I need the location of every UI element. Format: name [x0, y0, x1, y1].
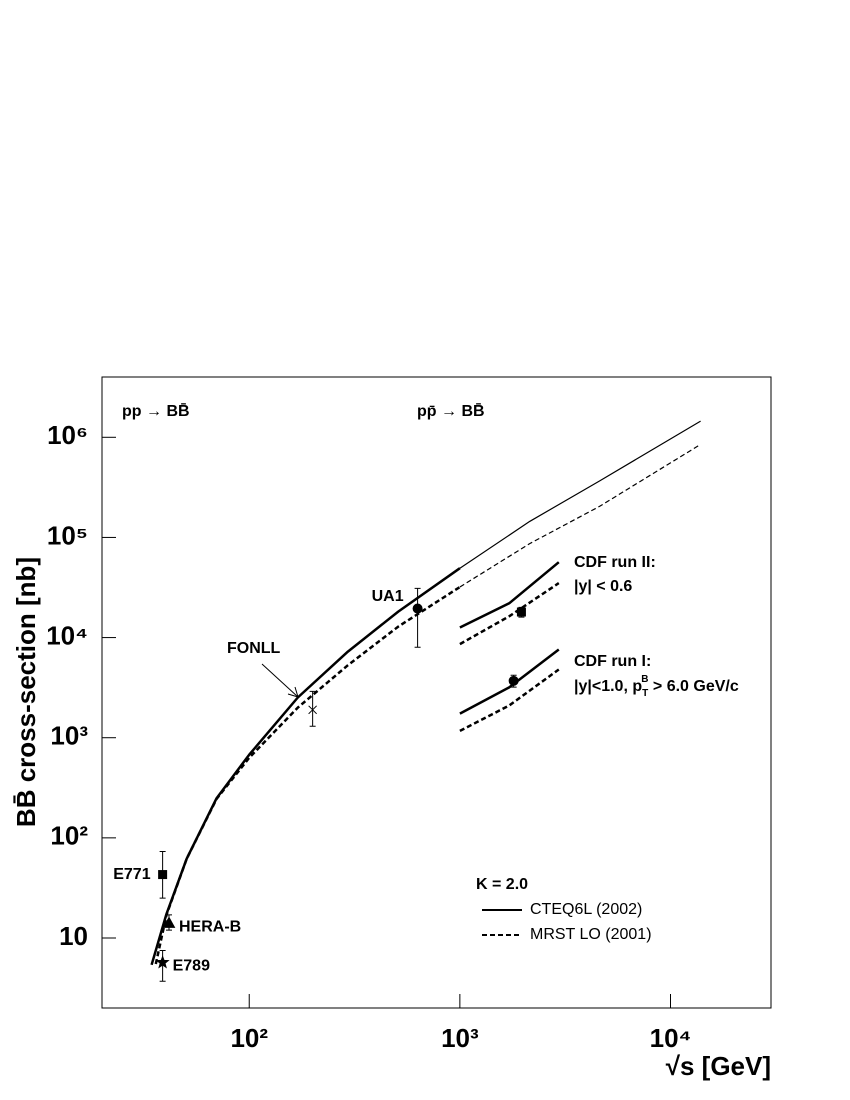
legend-label: MRST LO (2001) — [530, 926, 652, 943]
marker — [162, 916, 176, 928]
marker — [516, 607, 526, 617]
y-tick-label: 10⁶ — [47, 420, 88, 450]
legend-label: CTEQ6L (2002) — [530, 901, 642, 918]
annotation: CDF run I: — [574, 653, 651, 670]
x-axis-label: √s [GeV] — [666, 1051, 771, 1081]
curve — [459, 561, 560, 629]
point-label: E789 — [173, 958, 210, 975]
curve — [154, 585, 461, 965]
y-axis-label: BB̄ cross-section [nb] — [11, 557, 41, 827]
curve — [459, 582, 560, 646]
y-tick-label: 10³ — [50, 721, 88, 751]
annotation: CDF run II: — [574, 554, 656, 571]
point-label: E771 — [113, 866, 150, 883]
legend-title: K = 2.0 — [476, 876, 528, 893]
annotation-part: > 6.0 GeV/c — [648, 678, 738, 695]
annotation-sup: B — [641, 674, 648, 685]
annotation: FONLL — [227, 640, 281, 657]
y-tick-label: 10² — [50, 821, 88, 851]
x-tick-label: 10⁴ — [650, 1023, 692, 1053]
curve — [459, 668, 560, 733]
y-tick-label: 10⁵ — [47, 520, 88, 550]
arrow — [261, 663, 299, 698]
error-bar — [414, 587, 421, 648]
annotation: pp → BB̄ — [122, 401, 190, 420]
annotation-part: |y|<1.0, p — [574, 678, 642, 695]
marker — [158, 870, 168, 880]
annotation-sub: T — [642, 688, 648, 699]
curve — [459, 443, 701, 588]
marker — [412, 603, 423, 614]
point-label: HERA-B — [179, 919, 241, 936]
curve — [459, 648, 560, 715]
curve — [150, 567, 461, 966]
y-tick-label: 10 — [59, 921, 88, 951]
marker — [308, 705, 317, 715]
point-label: UA1 — [372, 588, 404, 605]
curve — [459, 420, 701, 569]
x-tick-label: 10³ — [441, 1023, 479, 1053]
arrow-head — [287, 686, 299, 698]
plot-frame — [101, 376, 772, 1009]
y-tick-label: 10⁴ — [46, 620, 88, 650]
annotation: |y|<1.0, pTB > 6.0 GeV/c — [574, 674, 739, 699]
marker — [155, 955, 170, 969]
marker — [508, 675, 519, 686]
annotation: |y| < 0.6 — [574, 578, 632, 595]
error-bar — [309, 690, 316, 727]
x-tick-label: 10² — [230, 1023, 268, 1053]
annotation: pp̄ → BB̄ — [417, 401, 485, 420]
